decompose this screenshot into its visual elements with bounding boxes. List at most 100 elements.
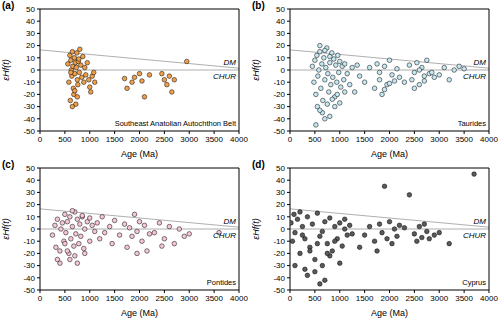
svg-text:20: 20 (26, 200, 35, 209)
svg-text:3500: 3500 (205, 135, 223, 144)
html-text:(a): (a) (2, 0, 15, 11)
svg-text:2500: 2500 (155, 294, 173, 303)
svg-text:-50: -50 (23, 127, 35, 136)
svg-text:40: 40 (26, 17, 35, 26)
svg-text:10: 10 (26, 54, 35, 63)
svg-text:1000: 1000 (331, 294, 349, 303)
svg-text:-40: -40 (23, 115, 35, 124)
svg-text:εHf(t): εHf(t) (8, 59, 11, 80)
svg-text:4000: 4000 (480, 135, 492, 144)
svg-text:2000: 2000 (131, 294, 149, 303)
svg-text:-20: -20 (23, 90, 35, 99)
svg-text:1000: 1000 (81, 135, 99, 144)
svg-text:-20: -20 (273, 249, 285, 258)
svg-text:εHf(t): εHf(t) (8, 218, 11, 239)
svg-text:-30: -30 (23, 102, 35, 111)
svg-text:-10: -10 (273, 78, 285, 87)
svg-text:0: 0 (38, 294, 43, 303)
svg-text:2000: 2000 (381, 135, 399, 144)
svg-text:4000: 4000 (230, 135, 248, 144)
html-text:(d): (d) (252, 159, 265, 170)
svg-text:30: 30 (26, 29, 35, 38)
svg-text:εHf(t): εHf(t) (251, 59, 261, 80)
svg-text:DM: DM (224, 58, 237, 67)
svg-text:2500: 2500 (155, 135, 173, 144)
svg-text:50: 50 (26, 5, 35, 14)
svg-text:DM: DM (474, 217, 487, 226)
svg-text:-30: -30 (273, 102, 285, 111)
svg-text:-50: -50 (273, 127, 285, 136)
svg-text:-10: -10 (23, 237, 35, 246)
svg-text:40: 40 (276, 17, 285, 26)
svg-text:3000: 3000 (180, 294, 198, 303)
svg-text:3500: 3500 (205, 294, 223, 303)
html-text:(c): (c) (2, 159, 15, 170)
svg-text:Age (Ma): Age (Ma) (121, 308, 158, 318)
svg-text:εHf(t): εHf(t) (251, 218, 261, 239)
svg-text:500: 500 (308, 294, 322, 303)
html-text:(b): (b) (252, 0, 265, 11)
svg-text:4000: 4000 (230, 294, 248, 303)
svg-text:40: 40 (276, 176, 285, 185)
svg-text:CHUR: CHUR (463, 231, 486, 240)
svg-text:0: 0 (288, 135, 293, 144)
svg-text:Age (Ma): Age (Ma) (371, 308, 408, 318)
svg-text:0: 0 (31, 225, 36, 234)
svg-text:0: 0 (288, 294, 293, 303)
svg-text:-30: -30 (23, 261, 35, 270)
svg-text:4000: 4000 (480, 294, 492, 303)
svg-text:30: 30 (26, 188, 35, 197)
svg-text:-20: -20 (23, 249, 35, 258)
svg-text:0: 0 (281, 66, 286, 75)
svg-text:1500: 1500 (356, 135, 374, 144)
svg-text:1500: 1500 (356, 294, 374, 303)
svg-text:2000: 2000 (131, 135, 149, 144)
svg-text:-40: -40 (273, 115, 285, 124)
svg-text:-20: -20 (273, 90, 285, 99)
svg-text:3000: 3000 (430, 135, 448, 144)
svg-text:50: 50 (276, 164, 285, 173)
svg-text:20: 20 (26, 41, 35, 50)
svg-text:30: 30 (276, 29, 285, 38)
svg-text:3000: 3000 (430, 294, 448, 303)
svg-text:1000: 1000 (331, 135, 349, 144)
svg-text:10: 10 (26, 213, 35, 222)
svg-text:3000: 3000 (180, 135, 198, 144)
svg-text:1000: 1000 (81, 294, 99, 303)
svg-text:2500: 2500 (405, 135, 423, 144)
svg-text:500: 500 (58, 294, 72, 303)
svg-text:DM: DM (224, 217, 237, 226)
svg-text:20: 20 (276, 41, 285, 50)
svg-text:40: 40 (26, 176, 35, 185)
svg-text:10: 10 (276, 213, 285, 222)
svg-text:3500: 3500 (455, 135, 473, 144)
svg-text:-40: -40 (23, 274, 35, 283)
svg-text:CHUR: CHUR (463, 72, 486, 81)
svg-text:CHUR: CHUR (213, 72, 236, 81)
svg-text:-10: -10 (273, 237, 285, 246)
svg-text:500: 500 (58, 135, 72, 144)
svg-text:2000: 2000 (381, 294, 399, 303)
svg-text:-30: -30 (273, 261, 285, 270)
svg-text:CHUR: CHUR (213, 231, 236, 240)
svg-text:0: 0 (31, 66, 36, 75)
svg-text:10: 10 (276, 54, 285, 63)
svg-text:0: 0 (281, 225, 286, 234)
svg-text:30: 30 (276, 188, 285, 197)
svg-text:20: 20 (276, 200, 285, 209)
svg-text:50: 50 (26, 164, 35, 173)
svg-text:1500: 1500 (106, 135, 124, 144)
svg-text:DM: DM (474, 58, 487, 67)
svg-text:-50: -50 (273, 286, 285, 295)
svg-text:Age (Ma): Age (Ma) (371, 149, 408, 159)
svg-text:2500: 2500 (405, 294, 423, 303)
svg-text:Age (Ma): Age (Ma) (121, 149, 158, 159)
svg-text:-40: -40 (273, 274, 285, 283)
svg-text:50: 50 (276, 5, 285, 14)
svg-text:0: 0 (38, 135, 43, 144)
svg-text:-50: -50 (23, 286, 35, 295)
svg-text:-10: -10 (23, 78, 35, 87)
svg-text:3500: 3500 (455, 294, 473, 303)
svg-text:500: 500 (308, 135, 322, 144)
svg-text:1500: 1500 (106, 294, 124, 303)
